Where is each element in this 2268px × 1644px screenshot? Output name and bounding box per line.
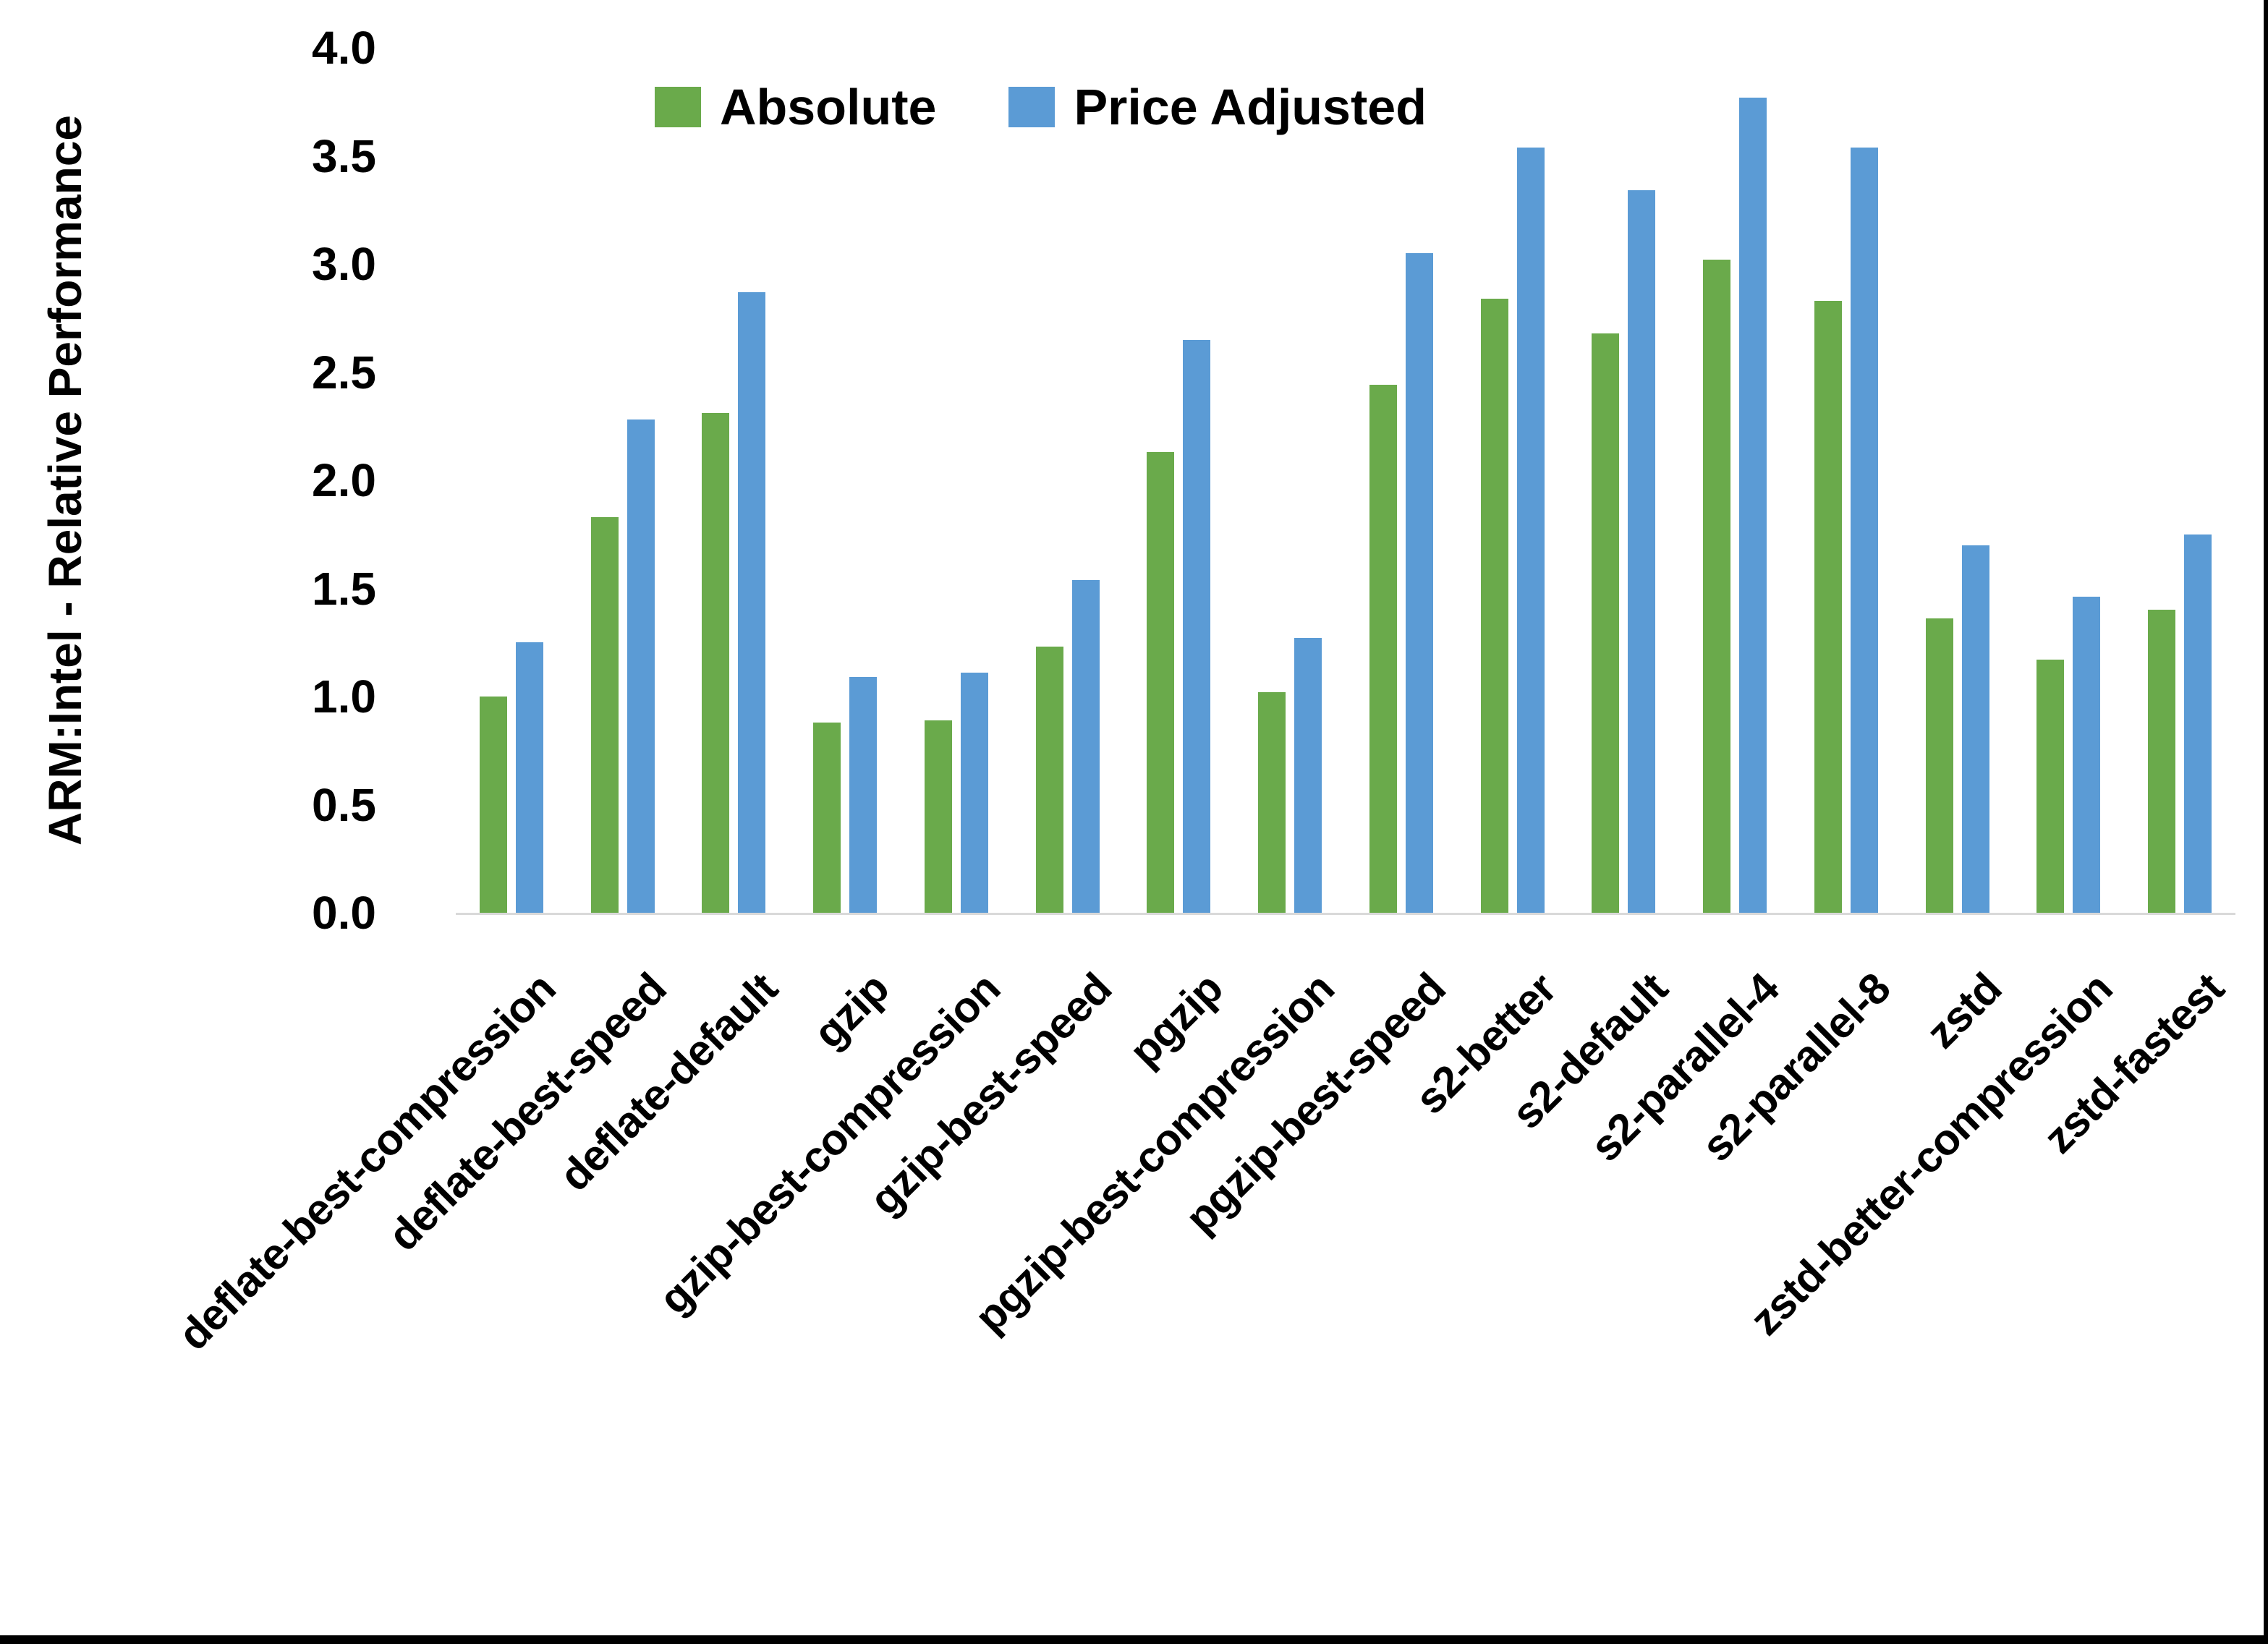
bar-zstd-better-compression-price-adjusted [2073, 597, 2101, 913]
legend-item-price-adjusted: Price Adjusted [1008, 78, 1427, 136]
x-axis-line [456, 913, 2235, 915]
bar-deflate-best-compression-price-adjusted [515, 642, 543, 913]
bar-zstd-fastest-price-adjusted [2184, 534, 2212, 913]
y-tick-label: 4.0 [312, 22, 376, 74]
bar-gzip-best-speed-absolute [1035, 647, 1063, 913]
frame-border-bottom [0, 1635, 2268, 1644]
bar-pgzip-best-speed-price-adjusted [1405, 253, 1433, 913]
bar-pgzip-best-speed-absolute [1369, 385, 1397, 913]
bar-deflate-best-speed-price-adjusted [627, 419, 655, 913]
legend-label-absolute: Absolute [720, 79, 937, 135]
bar-zstd-better-compression-absolute [2036, 660, 2065, 913]
bar-s2-parallel-4-price-adjusted [1739, 97, 1767, 913]
x-category-label-zstd: zstd [1916, 963, 2010, 1058]
legend-item-absolute: Absolute [655, 78, 936, 136]
bar-s2-default-absolute [1592, 333, 1620, 913]
y-axis-title: ARM:Intel - Relative Performance [39, 114, 91, 846]
bar-deflate-default-price-adjusted [738, 291, 766, 913]
y-tick-label: 2.0 [312, 454, 376, 506]
bar-deflate-best-compression-absolute [479, 697, 507, 913]
bar-s2-default-price-adjusted [1628, 190, 1656, 913]
bar-deflate-best-speed-absolute [590, 516, 619, 913]
frame-border-right [2264, 0, 2268, 1644]
bar-pgzip-best-compression-absolute [1258, 692, 1286, 913]
bar-s2-better-price-adjusted [1516, 147, 1545, 913]
y-tick-label: 2.5 [312, 346, 376, 399]
y-tick-label: 0.0 [312, 887, 376, 939]
legend-swatch-absolute [655, 87, 701, 127]
bar-gzip-best-speed-price-adjusted [1071, 579, 1100, 913]
bar-deflate-default-absolute [702, 413, 730, 913]
legend-swatch-price-adjusted [1008, 87, 1056, 127]
legend-label-price-adjusted: Price Adjusted [1074, 79, 1427, 135]
bar-s2-parallel-8-absolute [1814, 300, 1842, 913]
x-category-label-gzip: gzip [804, 963, 899, 1058]
bar-gzip-absolute [813, 722, 841, 913]
bar-zstd-fastest-absolute [2148, 610, 2176, 913]
bar-zstd-absolute [1925, 618, 1953, 913]
bar-gzip-best-compression-price-adjusted [960, 673, 988, 913]
y-tick-label: 1.0 [312, 670, 376, 723]
bar-s2-parallel-8-price-adjusted [1850, 147, 1878, 913]
y-tick-label: 3.5 [312, 129, 376, 182]
bar-gzip-best-compression-absolute [924, 720, 952, 913]
y-tick-label: 1.5 [312, 562, 376, 615]
bar-s2-parallel-4-absolute [1703, 260, 1731, 913]
y-tick-label: 3.0 [312, 238, 376, 290]
bar-pgzip-price-adjusted [1183, 339, 1211, 913]
legend: Absolute Price Adjusted [655, 78, 1427, 136]
y-tick-label: 0.5 [312, 778, 376, 831]
bar-zstd-price-adjusted [1961, 545, 1989, 913]
bar-pgzip-absolute [1147, 452, 1175, 913]
bar-gzip-price-adjusted [849, 677, 878, 913]
bar-s2-better-absolute [1480, 298, 1508, 913]
bar-pgzip-best-compression-price-adjusted [1294, 638, 1322, 913]
